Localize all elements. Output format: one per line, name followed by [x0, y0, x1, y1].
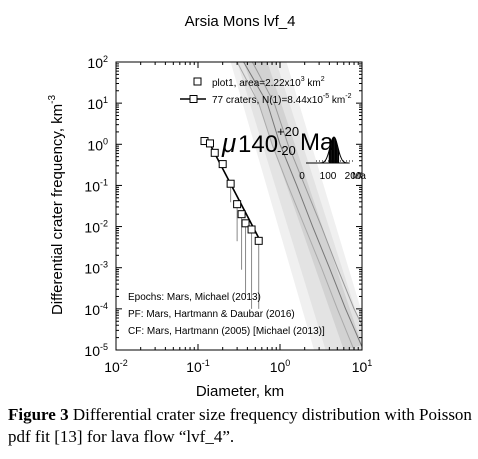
y-tick-label: 100 — [87, 136, 108, 153]
data-points — [200, 137, 263, 245]
y-tick-label-exp: -4 — [100, 301, 108, 311]
x-tick-label-base: 10 — [352, 359, 368, 375]
y-tick-label-exp: 0 — [103, 136, 108, 146]
y-tick-label: 10-1 — [84, 177, 108, 194]
x-tick-label: 101 — [352, 358, 373, 375]
chart-title: Arsia Mons lvf_4 — [185, 13, 296, 30]
legend-unit-sup: -2 — [345, 93, 351, 100]
x-tick-label-exp: 1 — [367, 358, 372, 368]
x-tick-label: 10-2 — [104, 358, 128, 375]
data-point — [226, 179, 235, 188]
data-point — [247, 225, 256, 234]
caption-text: Differential crater size frequency distr… — [8, 405, 472, 446]
y-tick-label-exp: 2 — [103, 54, 108, 64]
x-tick-label-base: 10 — [104, 359, 120, 375]
y-tick-label-exp: -5 — [100, 342, 108, 352]
y-tick-label-base: 10 — [87, 137, 103, 153]
age-minus: -20 — [277, 143, 296, 158]
data-point — [241, 219, 250, 228]
inset-tick-label: 200 — [345, 171, 362, 182]
x-tick-label-exp: 0 — [285, 358, 290, 368]
legend-text: plot1, area=2.22x10 — [212, 78, 301, 89]
data-point — [218, 160, 227, 169]
chart-notes: Epochs: Mars, Michael (2013) PF: Mars, Ha… — [128, 292, 325, 337]
plot-frame — [115, 61, 363, 351]
y-tick-label-exp: -3 — [100, 260, 108, 270]
legend-marker-square — [189, 95, 198, 103]
y-tick-label-exp: -1 — [100, 177, 108, 187]
y-axis-label-sup: -3 — [47, 95, 58, 104]
chart-note: CF: Mars, Hartmann (2005) [Michael (2013… — [128, 326, 325, 337]
y-tick-label-base: 10 — [84, 178, 100, 194]
isochron-band — [243, 62, 362, 350]
x-tick-label-base: 10 — [270, 359, 286, 375]
chart-note: PF: Mars, Hartmann & Daubar (2016) — [128, 309, 295, 320]
age-value: 140 — [238, 131, 278, 158]
isochron-line — [251, 62, 362, 326]
legend-unit: km — [329, 95, 345, 106]
legend-entry: 77 craters, N(1)=8.44x10-5 km-2 — [212, 93, 352, 106]
data-point — [210, 148, 219, 157]
y-tick-label-base: 10 — [84, 343, 100, 359]
legend-sup: -5 — [323, 93, 329, 100]
data-point — [233, 200, 242, 209]
data-point — [237, 210, 246, 219]
y-tick-label-base: 10 — [84, 302, 100, 318]
crater-frequency-chart: Arsia Mons lvf_4 10-2 10-1 100 101 10-510-4… — [47, 13, 372, 400]
chart-note: Epochs: Mars, Michael (2013) — [128, 292, 261, 303]
error-bars — [230, 183, 260, 309]
y-tick-label: 101 — [87, 95, 108, 112]
y-axis-label: Differential crater frequency, km-3 — [47, 95, 66, 316]
x-tick-label: 10-1 — [186, 358, 210, 375]
x-tick-label-exp: -2 — [120, 358, 128, 368]
y-tick-label: 10-3 — [84, 260, 108, 277]
axis-ticks — [115, 62, 362, 351]
age-mu: μ — [221, 128, 236, 158]
x-tick-label: 100 — [270, 358, 291, 375]
legend-entry: plot1, area=2.22x103 km2 — [212, 76, 325, 89]
legend-unit-sup: 2 — [321, 76, 325, 83]
legend-unit: km — [305, 78, 321, 89]
y-axis-label-text: Differential crater frequency, km — [49, 104, 66, 315]
y-tick-label-base: 10 — [87, 96, 103, 112]
x-tick-label-base: 10 — [186, 359, 202, 375]
y-tick-label-base: 10 — [87, 55, 103, 71]
data-point — [205, 139, 214, 148]
y-tick-label: 10-4 — [84, 301, 108, 318]
y-tick-label: 10-5 — [84, 342, 108, 359]
age-label: μ 140+20-20 Ma — [221, 124, 334, 158]
x-axis-label: Diameter, km — [196, 383, 284, 400]
x-tick-labels: 10-2 10-1 100 101 — [104, 358, 372, 375]
inset-tick-label: 0 — [299, 171, 305, 182]
y-tick-label-base: 10 — [84, 261, 100, 277]
legend-marker-square — [193, 77, 202, 86]
age-plus: +20 — [277, 124, 299, 139]
y-tick-label-exp: -2 — [100, 219, 108, 229]
legend-sup: 3 — [301, 76, 305, 83]
y-tick-label: 10-2 — [84, 219, 108, 236]
isochron-lines — [236, 62, 362, 350]
x-tick-label-exp: -1 — [202, 358, 210, 368]
y-tick-label-base: 10 — [84, 220, 100, 236]
y-tick-label-exp: 1 — [103, 95, 108, 105]
legend-text: 77 craters, N(1)=8.44x10 — [212, 95, 323, 106]
data-point — [254, 236, 263, 245]
isochron-line — [243, 62, 362, 347]
figure-caption: Figure 3 Differential crater size freque… — [8, 404, 476, 448]
y-tick-label: 102 — [87, 54, 108, 71]
inset-tick-label: 100 — [320, 171, 337, 182]
isochron-line — [236, 62, 355, 350]
caption-label: Figure 3 — [8, 405, 69, 424]
inset-unit: Ma — [352, 171, 366, 182]
